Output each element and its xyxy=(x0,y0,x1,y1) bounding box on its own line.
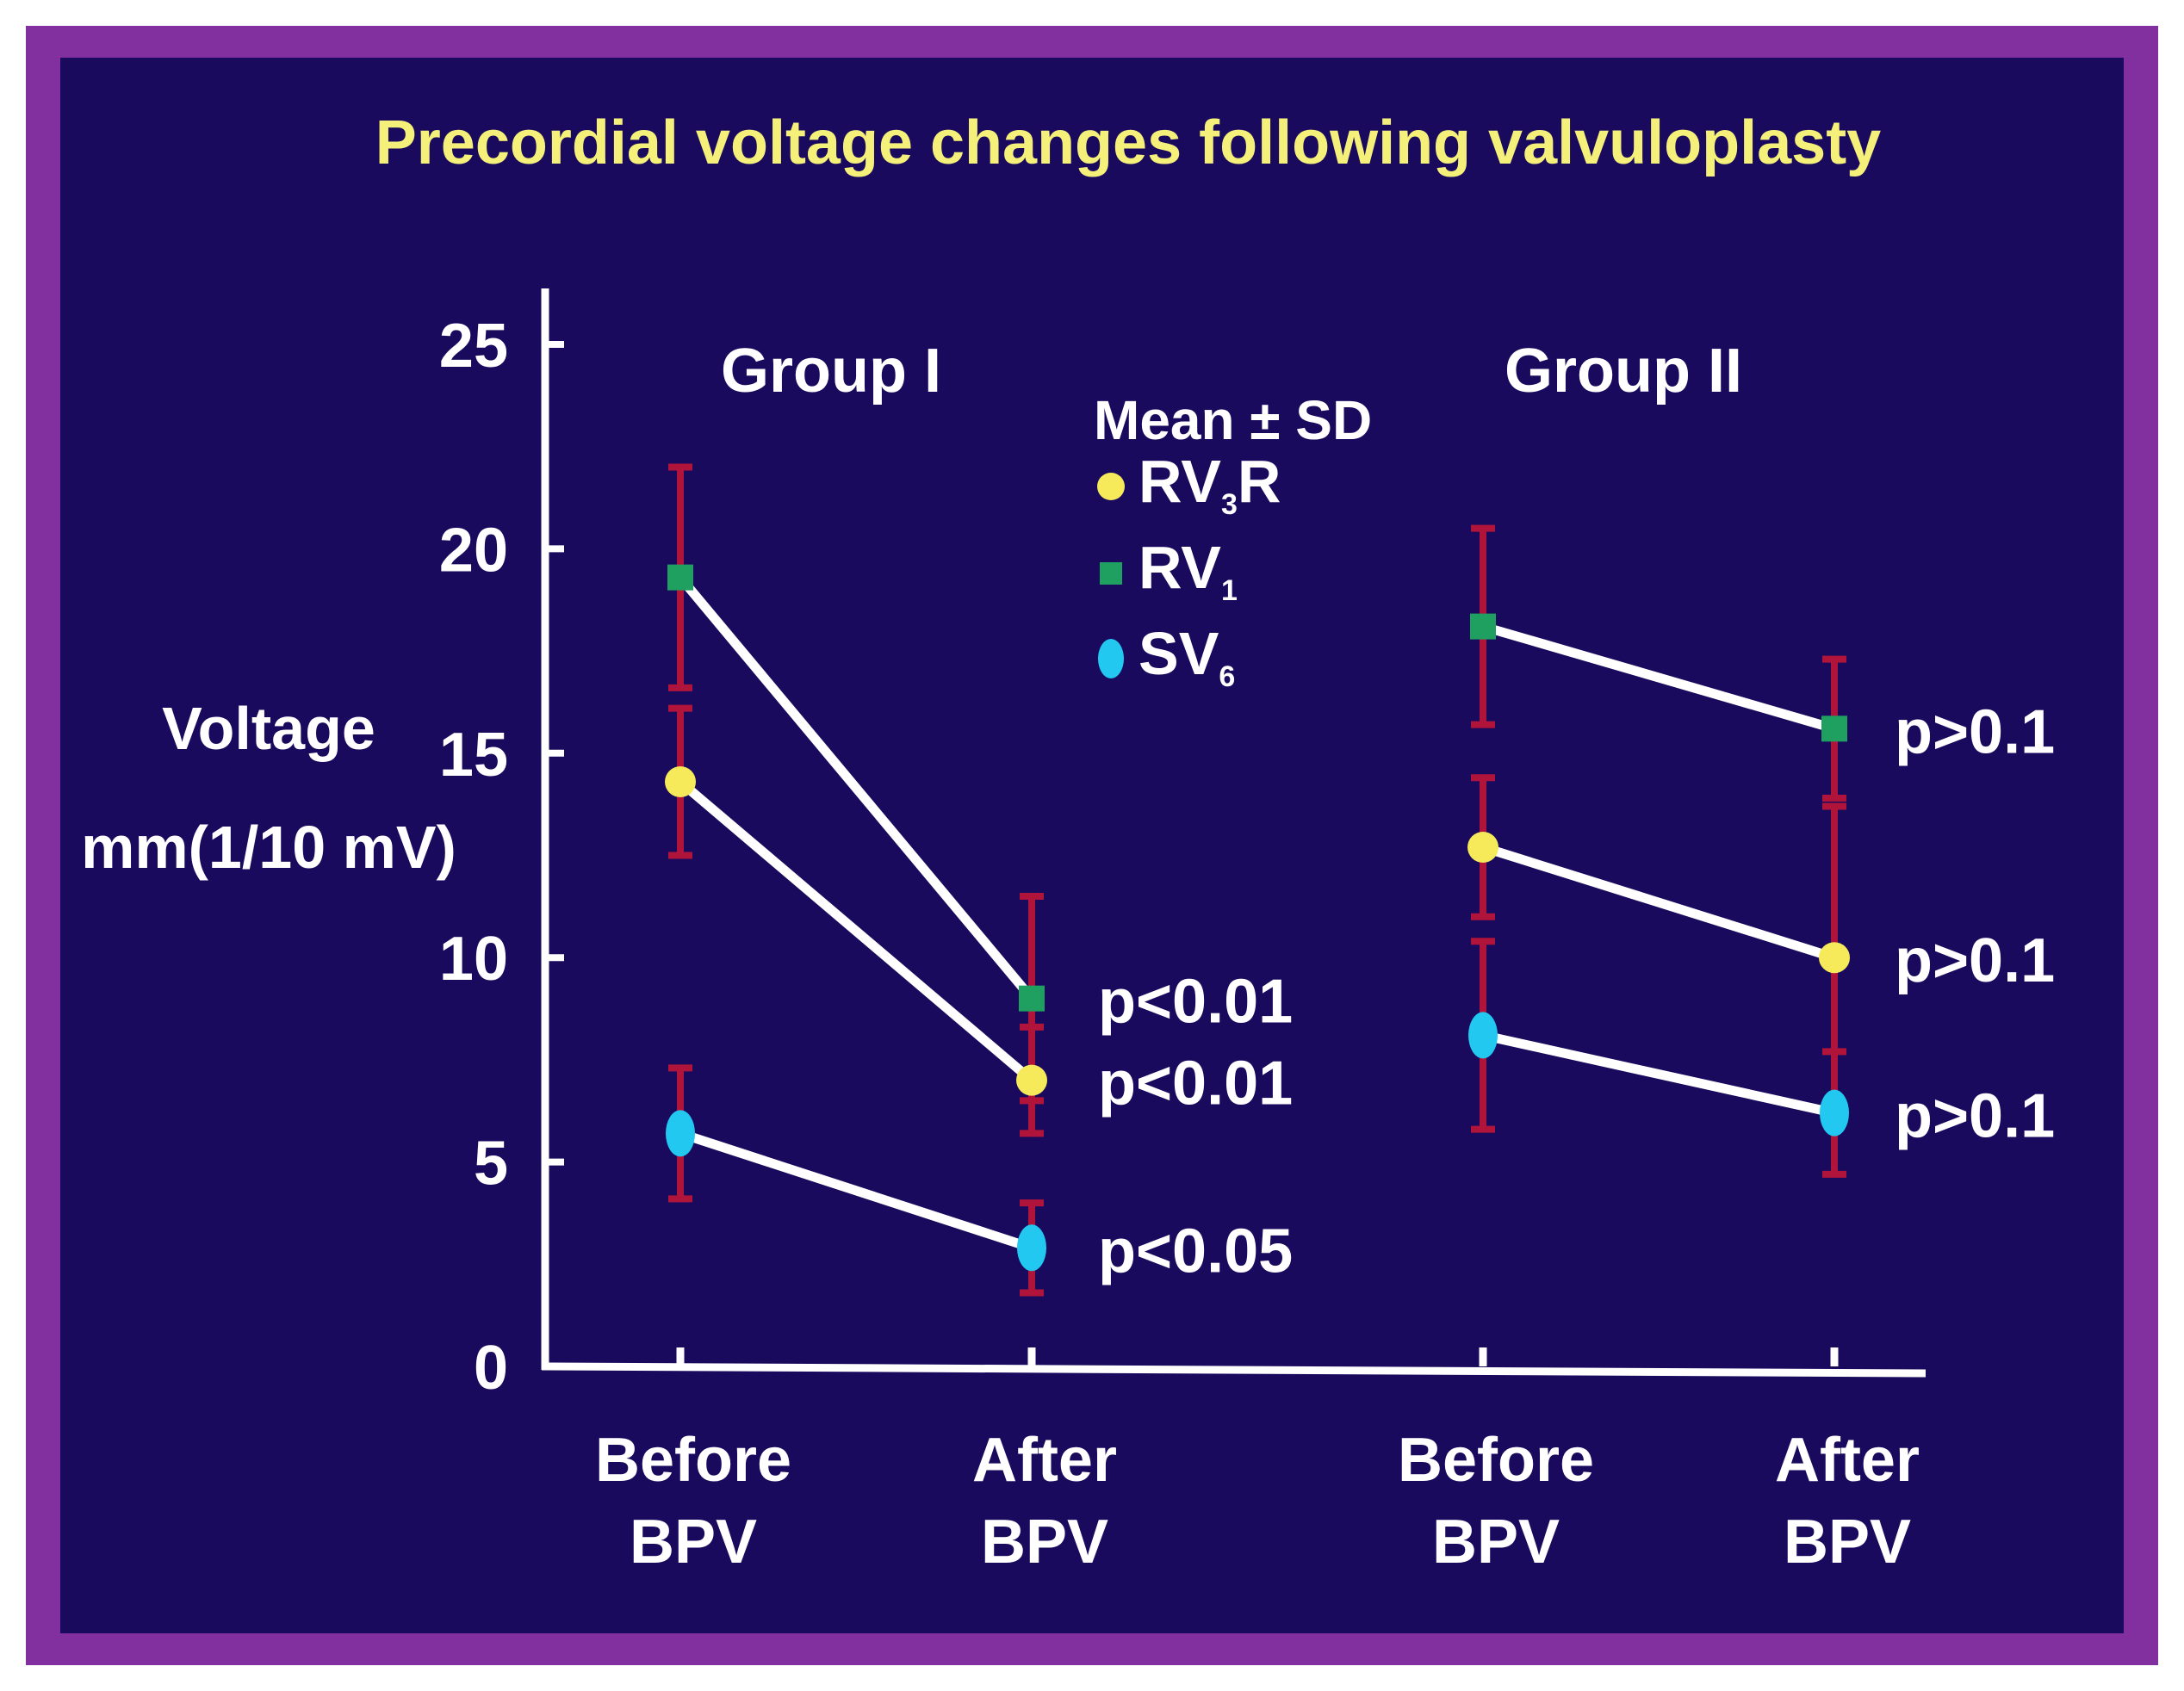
x-category-label: BPV xyxy=(981,1508,1108,1576)
y-tick-label: 0 xyxy=(474,1334,508,1403)
data-point-sv6 xyxy=(1017,1224,1046,1272)
legend-label-main: RV xyxy=(1139,534,1221,601)
legend-label-suffix: R xyxy=(1238,448,1281,515)
data-point-rv3r xyxy=(1467,832,1498,864)
x-category-label: BPV xyxy=(630,1508,757,1576)
series-line-sv6 xyxy=(1478,1030,1840,1118)
p-value-label: p>0.1 xyxy=(1895,1082,2055,1151)
y-axis-unit-label: mm(1/10 mV) xyxy=(81,814,456,881)
y-tick-label: 25 xyxy=(439,312,508,381)
x-category-label: BPV xyxy=(1784,1508,1911,1576)
legend-label-rv1: RV1 xyxy=(1139,534,1238,607)
group-title: Group II xyxy=(1505,337,1742,406)
legend-label-rv3r: RV3R xyxy=(1139,448,1281,521)
p-value-label: p<0.05 xyxy=(1098,1217,1293,1285)
data-point-rv1 xyxy=(1821,715,1847,742)
legend-title: Mean ± SD xyxy=(1094,389,1372,451)
series-line-rv3r xyxy=(675,777,1037,1086)
data-point-rv1 xyxy=(667,564,693,591)
legend-label-subscript: 3 xyxy=(1221,488,1238,521)
series-line-rv3r xyxy=(1478,842,1840,963)
x-category-label: Before xyxy=(1398,1426,1594,1495)
data-point-rv3r xyxy=(1819,942,1850,974)
y-axis-label: Voltage xyxy=(162,695,375,762)
data-point-sv6 xyxy=(1820,1089,1849,1137)
data-point-rv1 xyxy=(1019,985,1045,1012)
x-category-label: BPV xyxy=(1432,1508,1560,1576)
y-tick-label: 15 xyxy=(439,721,508,790)
y-tick-label: 10 xyxy=(439,925,508,994)
x-category-label: After xyxy=(1775,1426,1920,1495)
p-value-label: p<0.01 xyxy=(1098,968,1293,1037)
p-value-label: p>0.1 xyxy=(1895,926,2055,995)
data-point-sv6 xyxy=(1468,1012,1498,1059)
y-tick-label: 5 xyxy=(474,1130,508,1199)
series-line-sv6 xyxy=(675,1128,1037,1253)
data-point-rv1 xyxy=(1470,613,1496,640)
legend-marker-sv6 xyxy=(1098,639,1124,678)
legend-label-subscript: 1 xyxy=(1221,574,1238,607)
legend-marker-rv1 xyxy=(1100,562,1122,585)
series-line-rv1 xyxy=(1478,622,1840,734)
x-category-label: Before xyxy=(595,1426,791,1495)
data-point-rv3r xyxy=(1016,1064,1047,1096)
chart-title: Precordial voltage changes following val… xyxy=(375,108,1881,177)
legend-marker-rv3r xyxy=(1097,473,1125,500)
legend-label-main: SV xyxy=(1139,620,1219,687)
data-point-sv6 xyxy=(666,1110,695,1157)
group-title: Group I xyxy=(721,337,941,406)
x-axis-line xyxy=(541,1362,1927,1378)
p-value-label: p<0.01 xyxy=(1098,1050,1293,1118)
legend-label-sv6: SV6 xyxy=(1139,620,1235,693)
data-point-rv3r xyxy=(665,766,696,798)
legend-label-main: RV xyxy=(1139,448,1221,515)
y-tick-label: 20 xyxy=(439,516,508,585)
legend-label-subscript: 6 xyxy=(1219,660,1235,693)
series-line-rv1 xyxy=(675,573,1037,1004)
p-value-label: p>0.1 xyxy=(1895,697,2055,766)
x-category-label: After xyxy=(972,1426,1117,1495)
